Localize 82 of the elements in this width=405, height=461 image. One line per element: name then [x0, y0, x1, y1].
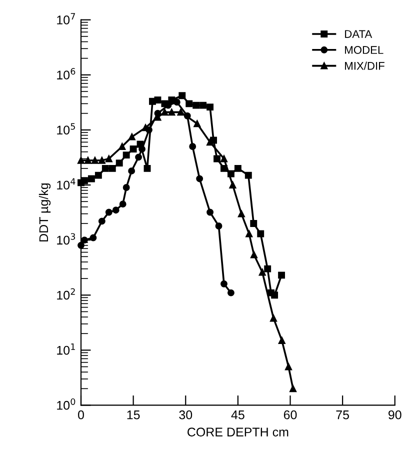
point — [290, 385, 297, 392]
y-tick-label: 10$^{1}$ — [57, 343, 75, 355]
point — [94, 172, 102, 179]
point — [173, 98, 180, 106]
point — [108, 164, 116, 172]
point — [144, 164, 151, 172]
point — [88, 175, 95, 182]
x-tick-label: 45 — [231, 410, 244, 420]
point — [118, 143, 126, 150]
point — [138, 146, 146, 152]
point — [215, 222, 222, 230]
point — [105, 155, 112, 162]
point — [98, 218, 106, 225]
point — [78, 156, 84, 164]
point — [91, 156, 98, 164]
x-axis-title: CORE DEPTH cm — [188, 428, 288, 436]
y-tick-label: 10$^{6}$ — [57, 68, 76, 80]
point — [214, 155, 220, 162]
point — [161, 108, 168, 116]
y-tick-label: 10$^{4}$ — [57, 178, 76, 190]
point — [122, 152, 130, 159]
point — [189, 143, 196, 150]
point — [177, 108, 184, 116]
point — [257, 230, 264, 238]
y-tick-label: 10$^{7}$ — [57, 13, 75, 24]
x-tick-label: 0 — [78, 410, 84, 420]
point — [130, 146, 137, 152]
point — [196, 175, 204, 182]
point — [119, 200, 126, 208]
point — [192, 102, 200, 109]
y-tick-label: 10$^{0}$ — [57, 398, 76, 410]
point — [206, 104, 214, 111]
point — [250, 220, 258, 227]
point — [206, 208, 214, 216]
point — [102, 164, 109, 172]
point — [258, 268, 266, 276]
point — [194, 120, 201, 128]
point — [229, 182, 236, 188]
point — [244, 172, 252, 179]
y-tick-label: 10$^{5}$ — [57, 123, 75, 135]
point — [81, 177, 88, 184]
point — [90, 234, 97, 242]
x-tick-label: 30 — [179, 410, 192, 420]
x-tick-label: 60 — [284, 410, 297, 420]
legend-label: MIX/DIF — [345, 62, 384, 70]
point — [78, 242, 84, 249]
point — [168, 108, 176, 116]
point — [112, 206, 120, 214]
point — [220, 280, 228, 288]
point — [105, 208, 112, 216]
point — [250, 251, 258, 258]
x-tick-label: 15 — [127, 410, 140, 420]
legend-label: DATA — [345, 30, 372, 38]
point — [154, 96, 162, 104]
point — [227, 289, 234, 296]
y-tick-label: 10$^{2}$ — [57, 288, 75, 300]
point — [98, 156, 106, 164]
point — [135, 154, 142, 161]
point — [200, 102, 207, 109]
point — [271, 292, 278, 299]
point — [278, 336, 286, 344]
y-tick-label: 10$^{3}$ — [57, 233, 76, 245]
point — [278, 272, 286, 279]
point — [264, 265, 272, 272]
point — [186, 100, 193, 108]
y-axis-title: DDT µg/kg — [38, 183, 51, 242]
point — [206, 138, 214, 146]
point — [128, 133, 136, 140]
point — [238, 210, 245, 218]
point — [285, 363, 292, 370]
point — [178, 92, 186, 100]
point — [234, 164, 242, 172]
point — [220, 155, 228, 162]
point — [270, 314, 277, 322]
x-tick-label: 75 — [336, 410, 349, 420]
point — [122, 184, 130, 191]
point — [84, 156, 92, 164]
legend-label: MODEL — [345, 46, 384, 54]
x-tick-label: 90 — [388, 410, 402, 420]
point — [246, 230, 253, 238]
point — [116, 160, 123, 167]
point — [128, 167, 136, 174]
